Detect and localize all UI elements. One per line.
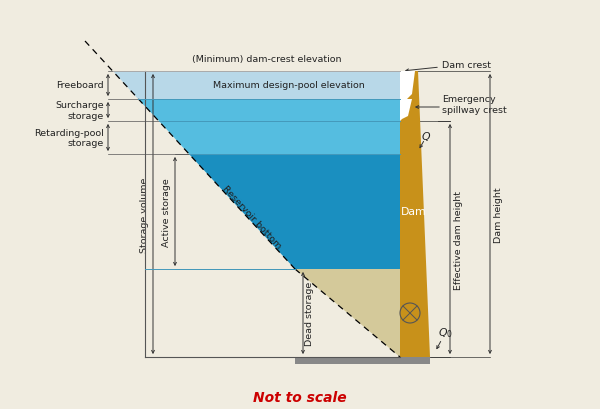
Text: Dam height: Dam height	[494, 187, 503, 242]
Text: Active storage: Active storage	[162, 178, 171, 246]
Polygon shape	[400, 72, 415, 102]
Polygon shape	[400, 100, 412, 122]
Text: Reservoir bottom: Reservoir bottom	[221, 184, 283, 250]
Text: Dam: Dam	[401, 207, 427, 217]
Text: Maximum design-pool elevation: Maximum design-pool elevation	[214, 81, 365, 90]
Polygon shape	[113, 72, 400, 100]
Text: Retarding-pool
storage: Retarding-pool storage	[34, 128, 104, 148]
Text: Dead storage: Dead storage	[305, 281, 314, 345]
Text: Q: Q	[422, 132, 431, 142]
Text: Surcharge
storage: Surcharge storage	[55, 101, 104, 120]
Polygon shape	[295, 357, 430, 364]
Polygon shape	[189, 155, 400, 270]
Text: Not to scale: Not to scale	[253, 390, 347, 404]
Text: Effective dam height: Effective dam height	[454, 190, 463, 289]
Polygon shape	[295, 270, 400, 357]
Text: Emergency
spillway crest: Emergency spillway crest	[442, 95, 507, 115]
Text: Dam crest: Dam crest	[442, 61, 491, 70]
Text: Freeboard: Freeboard	[56, 81, 104, 90]
Polygon shape	[139, 100, 400, 122]
Text: Storage volume: Storage volume	[140, 177, 149, 252]
Polygon shape	[158, 122, 400, 155]
Text: $Q_0$: $Q_0$	[438, 325, 453, 339]
Text: (Minimum) dam-crest elevation: (Minimum) dam-crest elevation	[191, 55, 341, 64]
Polygon shape	[400, 72, 430, 357]
